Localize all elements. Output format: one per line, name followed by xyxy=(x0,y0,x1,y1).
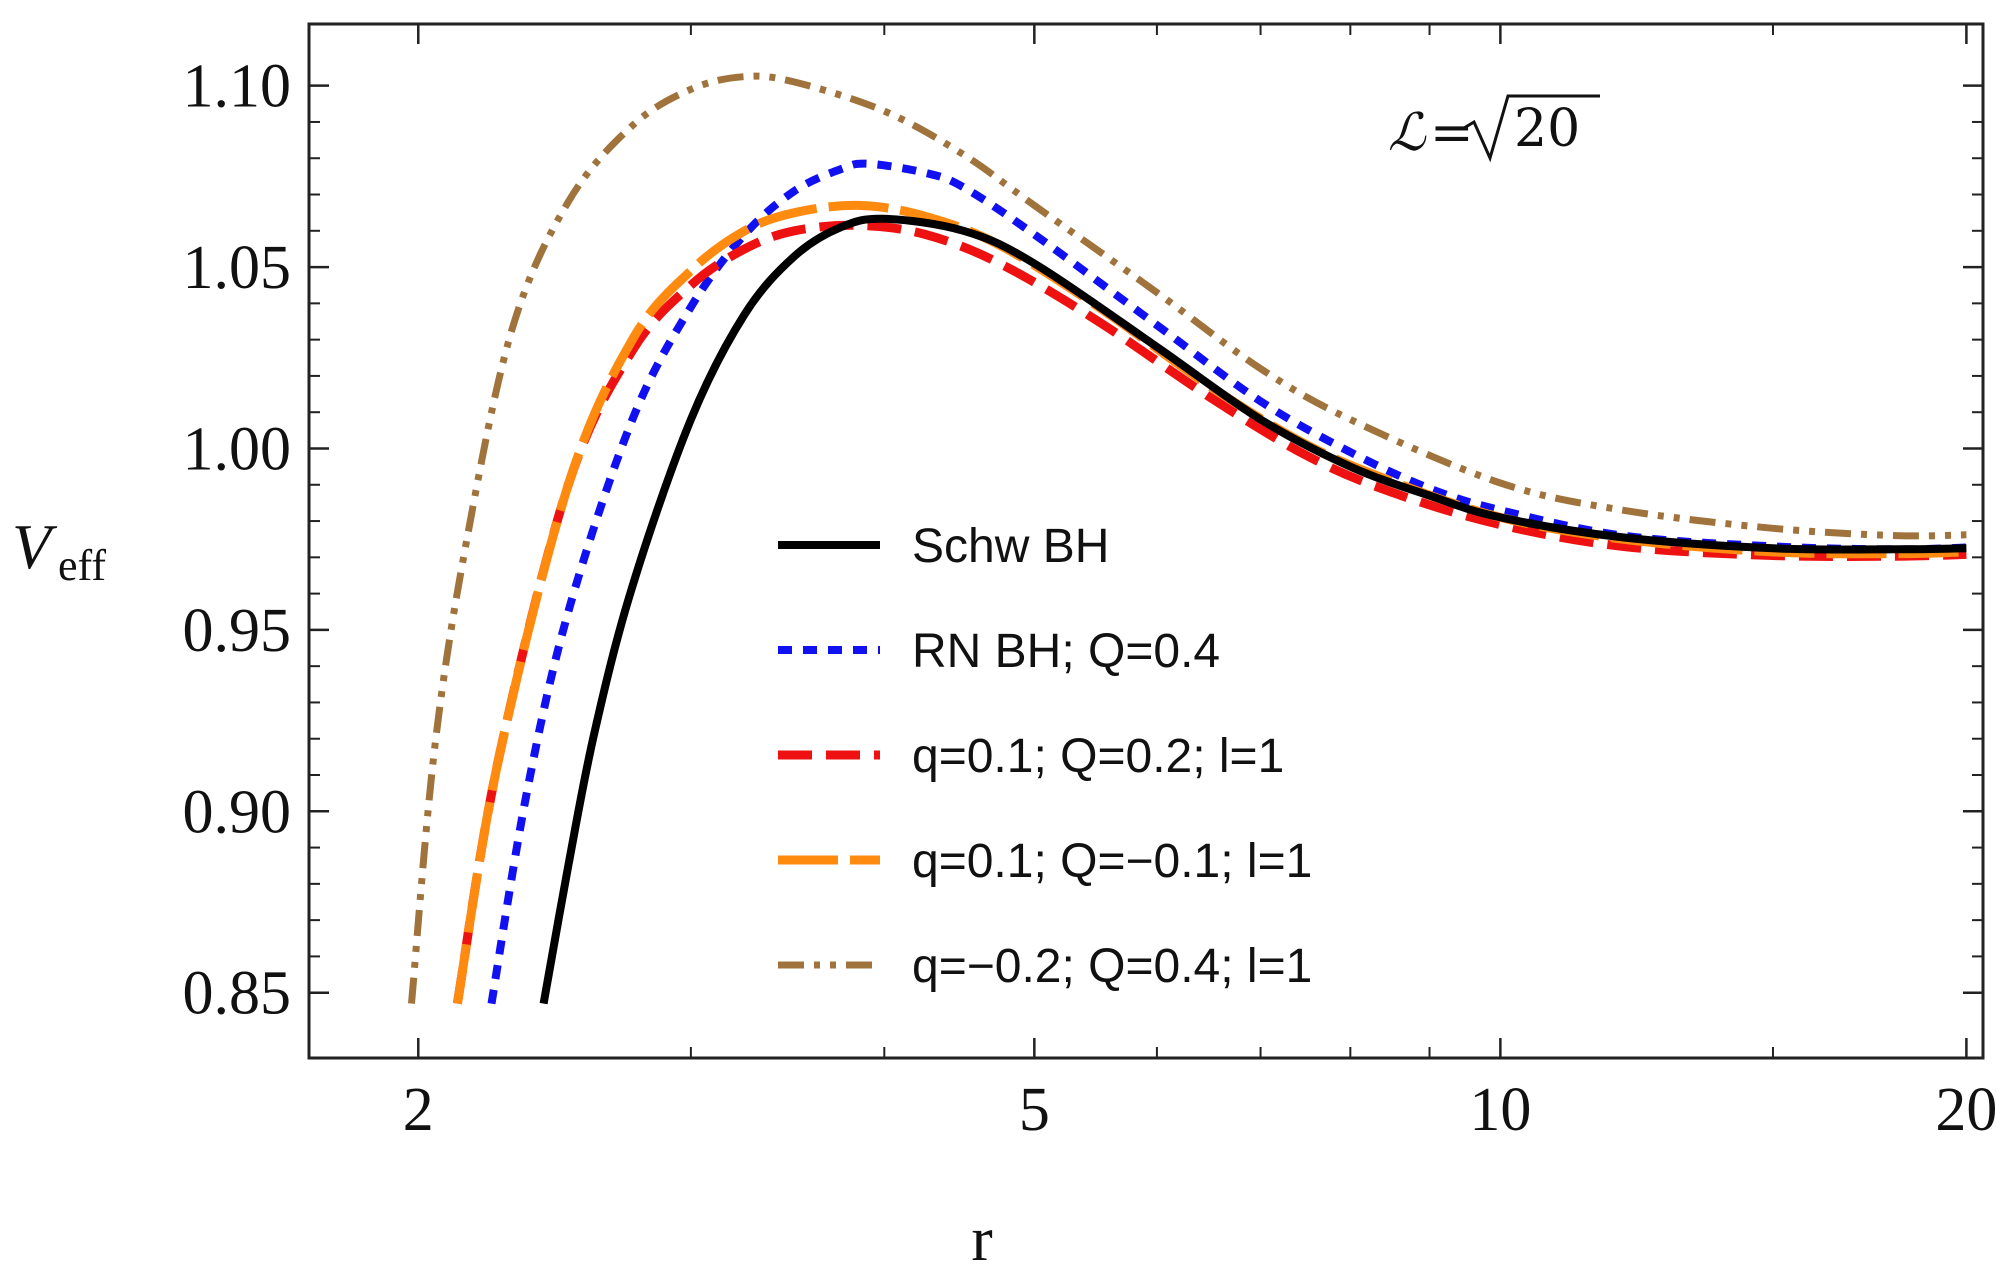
y-tick-label: 1.05 xyxy=(183,234,292,302)
annotation-radicand: 20 xyxy=(1514,99,1580,159)
angular-momentum-annotation: ℒ = 20 xyxy=(1388,94,1600,163)
legend-label-q-0-2-q-0-4-l-1: q=−0.2; Q=0.4; l=1 xyxy=(912,940,1312,993)
x-tick-label: 2 xyxy=(403,1076,434,1144)
x-tick-label: 5 xyxy=(1019,1076,1050,1144)
y-tick-label: 1.00 xyxy=(183,415,292,483)
x-tick-label: 10 xyxy=(1469,1076,1531,1144)
y-tick-label: 0.90 xyxy=(183,778,292,846)
legend-label-rn-bh-q-0-4: RN BH; Q=0.4 xyxy=(912,625,1220,678)
series-line-q-0-2-q-0-4-l-1 xyxy=(408,72,1967,1004)
y-axis-title-main: V xyxy=(12,511,58,582)
y-tick-label: 0.85 xyxy=(183,960,292,1028)
y-tick-label: 0.95 xyxy=(183,597,292,665)
y-axis-title-subscript: eff xyxy=(58,541,106,590)
annotation-equals: = xyxy=(1430,103,1474,163)
x-axis-title: r xyxy=(971,1203,992,1274)
legend: Schw BH RN BH; Q=0.4 q=0.1; Q=0.2; l=1 q=0.… xyxy=(778,520,1312,993)
annotation-symbol: ℒ xyxy=(1388,103,1427,163)
legend-label-q-0-1-q-0-1-l-1: q=0.1; Q=−0.1; l=1 xyxy=(912,835,1312,888)
axis-ticks: 2 5 10 20 0.85 0.90 0.95 1.00 1.05 1.10 xyxy=(183,24,1997,1144)
legend-label-schw-bh: Schw BH xyxy=(912,520,1109,573)
plot-frame xyxy=(307,22,1985,1060)
series-line-rn-bh-q-0-4 xyxy=(487,159,1967,1005)
plot-series xyxy=(408,72,1967,1005)
legend-label-q-0-1-q-0-2-l-1: q=0.1; Q=0.2; l=1 xyxy=(912,730,1284,783)
y-tick-label: 1.10 xyxy=(183,53,292,121)
series-line-schw-bh xyxy=(539,214,1967,1005)
x-tick-label: 20 xyxy=(1935,1076,1997,1144)
y-axis-title: V eff xyxy=(12,511,106,590)
sqrt-radical-icon xyxy=(1463,94,1600,163)
